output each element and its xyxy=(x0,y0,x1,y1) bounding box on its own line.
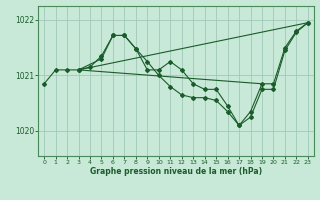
X-axis label: Graphe pression niveau de la mer (hPa): Graphe pression niveau de la mer (hPa) xyxy=(90,167,262,176)
